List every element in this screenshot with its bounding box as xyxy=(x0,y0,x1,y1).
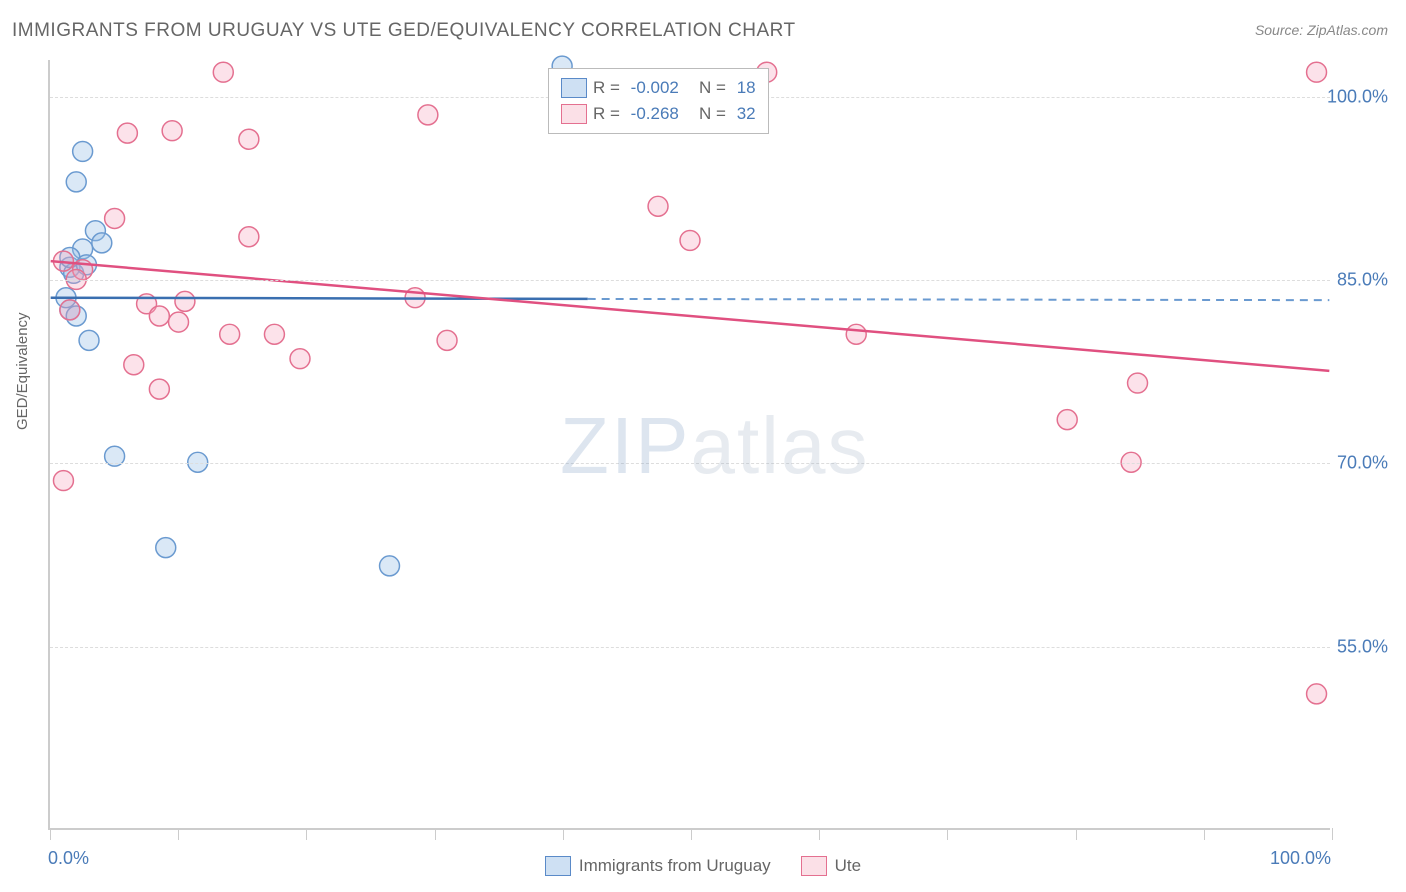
x-tick xyxy=(178,828,179,840)
scatter-point xyxy=(156,538,176,558)
scatter-point xyxy=(149,306,169,326)
scatter-point xyxy=(264,324,284,344)
scatter-point xyxy=(117,123,137,143)
x-tick xyxy=(1332,828,1333,840)
x-tick xyxy=(819,828,820,840)
x-tick xyxy=(435,828,436,840)
trend-line-ute xyxy=(51,261,1330,371)
scatter-point xyxy=(124,355,144,375)
x-tick xyxy=(306,828,307,840)
y-tick-label: 55.0% xyxy=(1337,636,1388,657)
plot-area xyxy=(48,60,1330,830)
scatter-point xyxy=(239,129,259,149)
scatter-point xyxy=(648,196,668,216)
legend-stats: R = -0.002 N = 18 R = -0.268 N = 32 xyxy=(548,68,769,134)
x-tick xyxy=(50,828,51,840)
x-tick xyxy=(563,828,564,840)
plot-svg xyxy=(50,60,1330,828)
scatter-point xyxy=(149,379,169,399)
y-tick-label: 70.0% xyxy=(1337,453,1388,474)
scatter-point xyxy=(1128,373,1148,393)
source-label: Source: ZipAtlas.com xyxy=(1255,22,1388,38)
legend-item-ute: Ute xyxy=(801,856,861,876)
y-axis-label: GED/Equivalency xyxy=(14,312,31,430)
chart-container: IMMIGRANTS FROM URUGUAY VS UTE GED/EQUIV… xyxy=(0,0,1406,892)
scatter-point xyxy=(188,452,208,472)
x-tick xyxy=(1204,828,1205,840)
chart-title: IMMIGRANTS FROM URUGUAY VS UTE GED/EQUIV… xyxy=(12,20,796,42)
scatter-point xyxy=(1307,62,1327,82)
scatter-point xyxy=(92,233,112,253)
legend-label: Ute xyxy=(835,856,861,876)
scatter-point xyxy=(73,141,93,161)
scatter-point xyxy=(680,230,700,250)
x-tick xyxy=(947,828,948,840)
legend-bottom: Immigrants from Uruguay Ute xyxy=(0,856,1406,876)
scatter-point xyxy=(162,121,182,141)
gridline xyxy=(50,463,1330,464)
scatter-point xyxy=(239,227,259,247)
scatter-point xyxy=(66,172,86,192)
swatch-icon xyxy=(801,856,827,876)
scatter-point xyxy=(79,330,99,350)
scatter-point xyxy=(169,312,189,332)
y-tick-label: 100.0% xyxy=(1327,86,1388,107)
scatter-point xyxy=(380,556,400,576)
r-value: -0.002 xyxy=(626,75,679,101)
scatter-point xyxy=(846,324,866,344)
scatter-point xyxy=(213,62,233,82)
n-value: 32 xyxy=(732,101,756,127)
legend-label: Immigrants from Uruguay xyxy=(579,856,771,876)
scatter-point xyxy=(220,324,240,344)
x-tick xyxy=(691,828,692,840)
gridline xyxy=(50,280,1330,281)
gridline xyxy=(50,647,1330,648)
scatter-point xyxy=(1057,410,1077,430)
scatter-point xyxy=(105,209,125,229)
scatter-point xyxy=(1307,684,1327,704)
scatter-point xyxy=(418,105,438,125)
scatter-point xyxy=(60,300,80,320)
scatter-point xyxy=(53,471,73,491)
swatch-icon xyxy=(561,78,587,98)
r-value: -0.268 xyxy=(626,101,679,127)
x-tick-label: 100.0% xyxy=(1270,848,1331,869)
n-value: 18 xyxy=(732,75,756,101)
swatch-icon xyxy=(561,104,587,124)
scatter-point xyxy=(437,330,457,350)
swatch-icon xyxy=(545,856,571,876)
scatter-point xyxy=(175,291,195,311)
trend-line-uruguay-dash xyxy=(588,299,1330,300)
x-tick xyxy=(1076,828,1077,840)
legend-item-uruguay: Immigrants from Uruguay xyxy=(545,856,771,876)
x-tick-label: 0.0% xyxy=(48,848,89,869)
y-tick-label: 85.0% xyxy=(1337,270,1388,291)
scatter-point xyxy=(290,349,310,369)
scatter-point xyxy=(1121,452,1141,472)
trend-line-uruguay xyxy=(51,298,588,299)
